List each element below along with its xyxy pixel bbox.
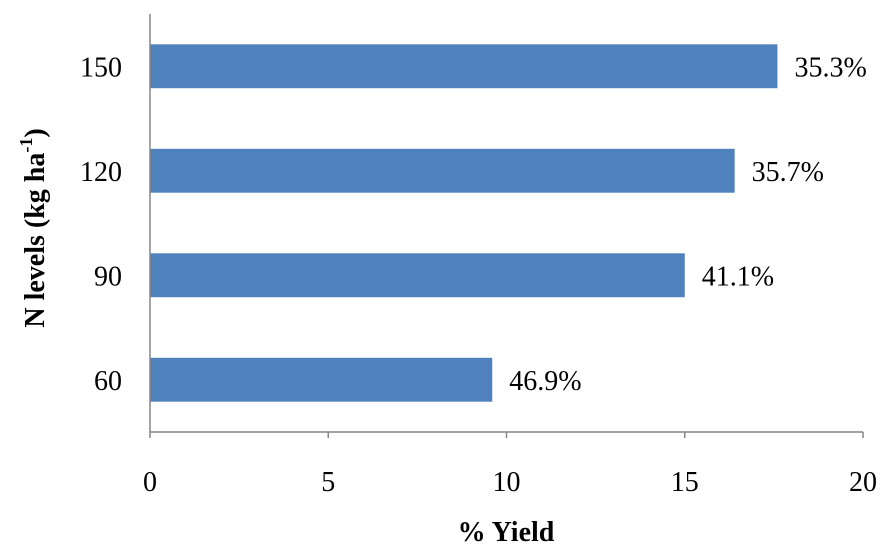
x-ticks-group: 0 5 10 15 20 <box>143 432 877 498</box>
x-tick-label-10: 10 <box>493 467 521 498</box>
y-tick-label-90: 90 <box>94 261 122 292</box>
x-axis-title: % Yield <box>458 517 555 548</box>
bar-150 <box>150 44 778 89</box>
data-labels-group: 35.3% 35.7% 41.1% 46.9% <box>509 52 867 397</box>
y-tick-label-120: 120 <box>80 157 122 188</box>
y-tick-label-60: 60 <box>94 366 122 397</box>
bars-group <box>150 44 778 402</box>
bar-60 <box>150 357 493 402</box>
x-tick-label-20: 20 <box>849 467 877 498</box>
data-label-120: 35.7% <box>752 157 824 188</box>
bar-120 <box>150 148 735 193</box>
data-label-90: 41.1% <box>702 261 774 292</box>
x-tick-label-5: 5 <box>321 467 335 498</box>
y-tick-label-150: 150 <box>80 52 122 83</box>
y-axis-title-main: N levels (kg ha <box>20 153 51 328</box>
y-axis-title-close: ) <box>20 128 51 137</box>
y-ticks-group: 150 120 90 60 <box>80 52 122 397</box>
x-tick-label-0: 0 <box>143 467 157 498</box>
data-label-60: 46.9% <box>509 366 581 397</box>
x-tick-label-15: 15 <box>671 467 699 498</box>
y-axis-title-superscript: -1 <box>16 138 36 153</box>
bar-90 <box>150 253 685 298</box>
data-label-150: 35.3% <box>794 52 866 83</box>
y-axis-title: N levels (kg ha-1) <box>16 128 51 327</box>
